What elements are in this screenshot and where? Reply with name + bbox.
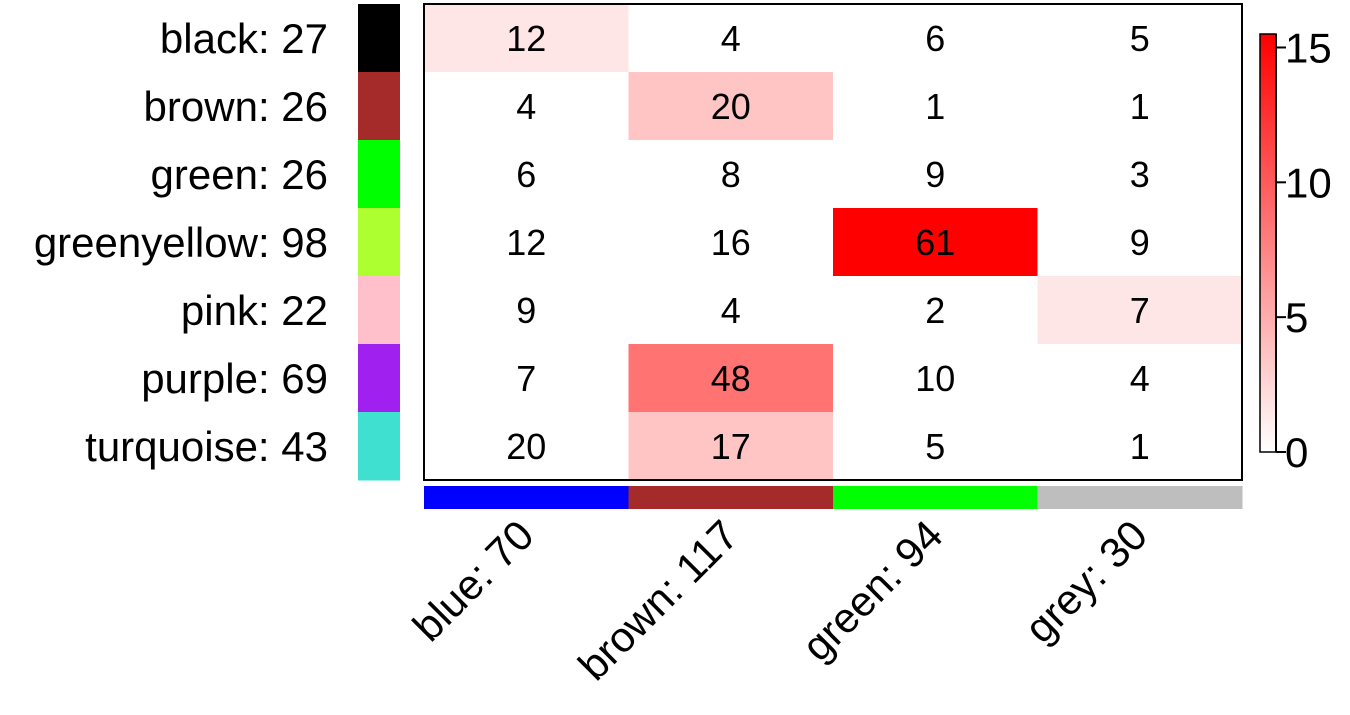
row-color-swatch <box>358 140 400 209</box>
heatmap-cell <box>628 208 834 277</box>
heatmap-cell <box>424 412 629 481</box>
heatmap-cell <box>628 276 834 345</box>
heatmap-cell <box>1037 140 1243 209</box>
cell-value: 12 <box>506 18 546 59</box>
row-labels: black: 27 brown: 26 green: 26 greenyellow: … <box>34 15 328 470</box>
cell-value: 3 <box>1130 154 1150 195</box>
cell-value: 1 <box>1130 86 1150 127</box>
colorbar-tick-label: 0 <box>1285 429 1308 476</box>
heatmap-cell <box>1037 276 1243 345</box>
column-label: grey: 30 <box>1016 511 1157 652</box>
cell-value: 20 <box>711 86 751 127</box>
column-color-swatches <box>424 486 1243 509</box>
row-label: turquoise: 43 <box>85 423 328 470</box>
column-label: green: 94 <box>793 511 952 670</box>
heatmap-cell <box>424 4 629 73</box>
cell-value: 8 <box>721 154 741 195</box>
cell-value: 6 <box>516 154 536 195</box>
heatmap-cell <box>628 140 834 209</box>
heatmap-cell <box>424 208 629 277</box>
heatmap-cell <box>833 208 1038 277</box>
column-color-swatch <box>424 486 629 509</box>
cell-value: 1 <box>1130 426 1150 467</box>
cell-value: 7 <box>1130 290 1150 331</box>
row-label: brown: 26 <box>144 83 328 130</box>
column-color-swatch <box>833 486 1038 509</box>
cell-value: 16 <box>711 222 751 263</box>
heatmap-cell <box>424 344 629 413</box>
heatmap-cell <box>628 344 834 413</box>
heatmap-cell <box>424 140 629 209</box>
row-color-swatches <box>358 4 400 481</box>
cell-value: 61 <box>915 222 955 263</box>
cell-value: 7 <box>516 358 536 399</box>
heatmap-cell <box>833 140 1038 209</box>
heatmap-cell <box>833 4 1038 73</box>
heatmap-cell <box>833 276 1038 345</box>
colorbar-tick-label: 5 <box>1285 294 1308 341</box>
heatmap-cell <box>833 344 1038 413</box>
cell-value: 12 <box>506 222 546 263</box>
cell-value: 6 <box>925 18 945 59</box>
cell-value: 9 <box>1130 222 1150 263</box>
cell-value: 4 <box>721 18 741 59</box>
row-color-swatch <box>358 208 400 277</box>
heatmap-cell <box>628 72 834 141</box>
heatmap-cell <box>1037 72 1243 141</box>
column-color-swatch <box>628 486 834 509</box>
column-label: blue: 70 <box>404 511 543 650</box>
heatmap-cell <box>628 4 834 73</box>
row-label: purple: 69 <box>141 355 328 402</box>
row-label: greenyellow: 98 <box>34 219 328 266</box>
cell-value: 20 <box>506 426 546 467</box>
heatmap-cells <box>424 4 1243 481</box>
column-labels: blue: 70 brown: 117 green: 94 grey: 30 <box>404 511 1156 689</box>
colorbar: 0 5 10 15 <box>1259 24 1332 476</box>
cell-value: 4 <box>721 290 741 331</box>
row-color-swatch <box>358 344 400 413</box>
column-label: brown: 117 <box>569 511 747 689</box>
cell-value: 9 <box>925 154 945 195</box>
cell-value: 10 <box>915 358 955 399</box>
cell-value: 5 <box>925 426 945 467</box>
heatmap-cell <box>1037 208 1243 277</box>
cell-value: 48 <box>711 358 751 399</box>
plot-border <box>423 3 1243 481</box>
row-color-swatch <box>358 4 400 73</box>
row-color-swatch <box>358 72 400 141</box>
colorbar-tick-label: 15 <box>1285 24 1332 71</box>
row-label: green: 26 <box>151 151 328 198</box>
heatmap-cell <box>1037 344 1243 413</box>
cell-value: 4 <box>1130 358 1150 399</box>
row-color-swatch <box>358 276 400 345</box>
cell-value-labels: 12 4 6 54 20 1 16 8 9 312 16 61 99 4 2 77 48 10 420 17 5 1 <box>506 18 1150 467</box>
colorbar-gradient <box>1259 33 1277 453</box>
cell-value: 4 <box>516 86 536 127</box>
heatmap-cell <box>628 412 834 481</box>
row-label: pink: 22 <box>181 287 328 334</box>
cell-value: 1 <box>925 86 945 127</box>
cell-value: 5 <box>1130 18 1150 59</box>
row-color-swatch <box>358 412 400 481</box>
heatmap-cell <box>424 72 629 141</box>
cell-value: 17 <box>711 426 751 467</box>
heatmap-cell <box>1037 4 1243 73</box>
heatmap-cell <box>833 72 1038 141</box>
cell-value: 9 <box>516 290 536 331</box>
heatmap-cell <box>1037 412 1243 481</box>
row-label: black: 27 <box>160 15 328 62</box>
colorbar-tick-label: 10 <box>1285 159 1332 206</box>
heatmap-cell <box>424 276 629 345</box>
column-color-swatch <box>1037 486 1243 509</box>
heatmap-cell <box>833 412 1038 481</box>
cell-value: 2 <box>925 290 945 331</box>
